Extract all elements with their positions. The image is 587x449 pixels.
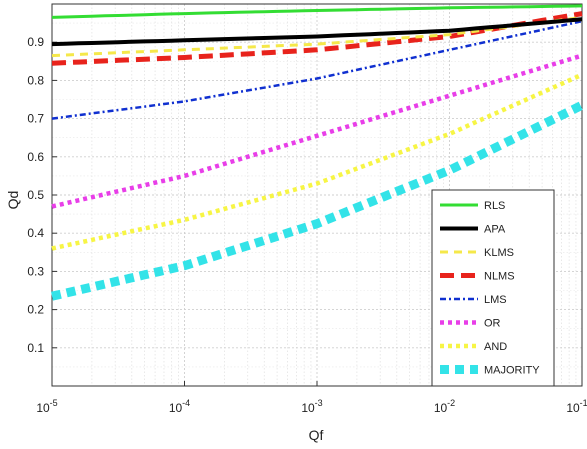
legend-label-apa: APA (484, 224, 506, 236)
y-tick-label: 0.6 (27, 150, 44, 164)
y-tick-label: 0.5 (27, 188, 44, 202)
x-tick-label: 10-5 (36, 398, 57, 415)
x-tick-label: 10-1 (566, 398, 587, 415)
legend: RLS APA KLMS NLMS LMS OR AND MAJORITY (431, 189, 555, 387)
x-tick-exponent: -4 (182, 398, 190, 408)
y-tick-label: 0.9 (27, 35, 44, 49)
y-tick-label: 0.7 (27, 112, 44, 126)
x-tick-base: 10 (169, 401, 183, 415)
grid (51, 4, 583, 386)
legend-label-or: OR (484, 318, 501, 330)
y-tick-label: 0.8 (27, 73, 44, 87)
series-line-majority (51, 101, 584, 301)
x-tick-exponent: -5 (50, 398, 58, 408)
x-tick-base: 10 (36, 401, 50, 415)
x-tick-exponent: -3 (315, 398, 323, 408)
series-line-or (51, 53, 583, 209)
legend-label-klms: KLMS (484, 247, 514, 259)
x-tick-exponent: -2 (447, 398, 455, 408)
y-tick-label: 0.1 (27, 341, 44, 355)
x-tick-base: 10 (434, 401, 448, 415)
tick-labels: 0.10.20.30.40.50.60.70.80.910-5 10-4 10-3 1… (27, 35, 587, 415)
x-tick-base: 10 (566, 401, 580, 415)
y-tick-label: 0.2 (27, 303, 44, 317)
series-line-apa (51, 17, 583, 47)
series-line-rls (51, 4, 583, 19)
series-line-lms (51, 19, 583, 120)
x-tick-exponent: -1 (580, 398, 587, 408)
x-axis-label: Qf (309, 427, 324, 443)
y-tick-label: 0.3 (27, 264, 44, 278)
x-tick-base: 10 (301, 401, 315, 415)
x-tick-label: 10-4 (169, 398, 190, 415)
legend-label-lms: LMS (484, 294, 507, 306)
legend-box (431, 189, 555, 387)
legend-label-nlms: NLMS (484, 271, 515, 283)
legend-label-and: AND (484, 341, 507, 353)
x-tick-label: 10-2 (434, 398, 455, 415)
legend-label-majority: MAJORITY (484, 365, 540, 377)
y-axis-label: Qd (5, 191, 21, 210)
x-tick-label: 10-3 (301, 398, 322, 415)
series-line-klms (51, 15, 583, 58)
y-tick-label: 0.4 (27, 226, 44, 240)
legend-label-rls: RLS (484, 200, 505, 212)
series-line-and (51, 72, 583, 251)
series-lines (51, 4, 584, 301)
